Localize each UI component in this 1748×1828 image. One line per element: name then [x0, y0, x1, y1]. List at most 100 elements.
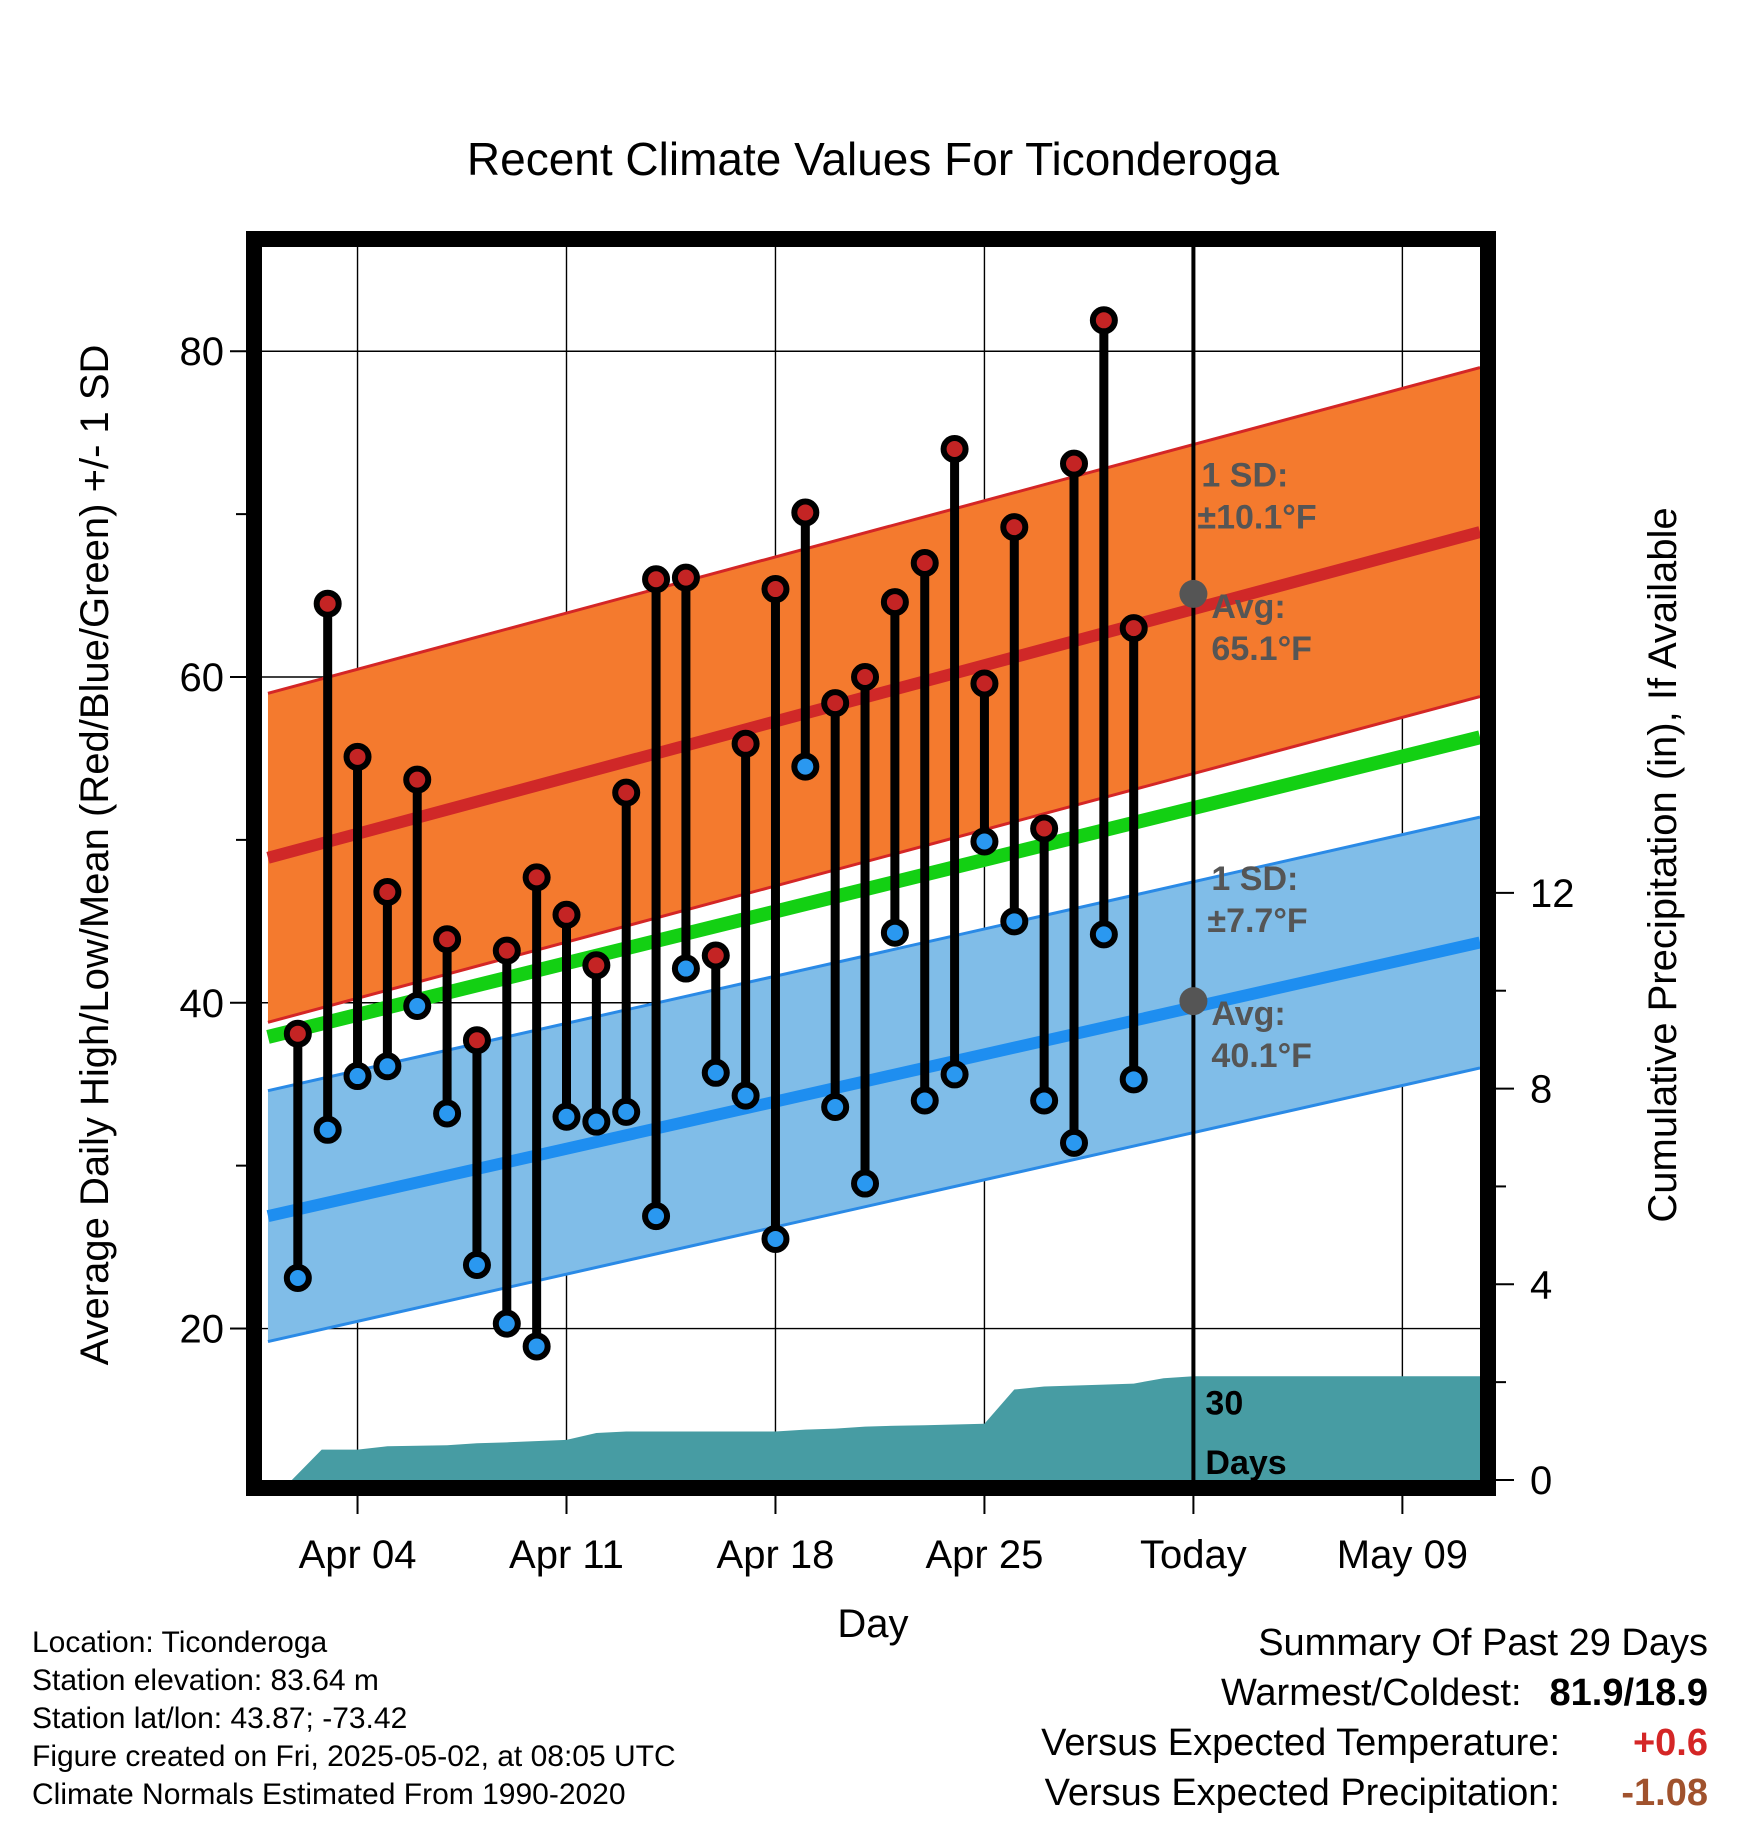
daily-high-point [761, 575, 790, 604]
summary-precipitation: Versus Expected Precipitation: -1.08 [1041, 1768, 1708, 1818]
plot-area: 1 SD: ±10.1°F Avg: 65.1°F 1 SD: ±7.7°F Avg: 40.… [180, 231, 1575, 1577]
precip-label: Versus Expected Precipitation: [1044, 1772, 1560, 1814]
y-tick-label: 40 [180, 982, 225, 1026]
daily-low-point [552, 1102, 581, 1131]
daily-low-point [791, 752, 820, 781]
location-text: Location: Ticonderoga [32, 1626, 328, 1659]
daily-high-point [373, 878, 402, 907]
daily-low-point [492, 1309, 521, 1338]
today-low-average-point [1179, 987, 1208, 1016]
daily-low-point [343, 1062, 372, 1091]
x-tick-label: Apr 11 [509, 1533, 624, 1577]
daily-low-point [642, 1202, 671, 1231]
x-tick-label: Apr 04 [299, 1533, 417, 1577]
chart-title: Recent Climate Values For Ticonderoga [467, 133, 1280, 185]
daily-high-point [970, 669, 999, 698]
high-avg-label: Avg: [1211, 588, 1285, 626]
station-info: Location: Ticonderoga Station elevation:… [32, 1624, 676, 1814]
daily-low-point [1030, 1086, 1059, 1115]
daily-low-point [970, 827, 999, 856]
y-tick-label: 20 [180, 1308, 225, 1352]
warm-cold-label: Warmest/Coldest: [1220, 1672, 1522, 1714]
mean-average-line [266, 730, 1480, 1044]
y-axis-label: Average Daily High/Low/Mean (Red/Blue/Gr… [73, 345, 117, 1366]
temp-label: Versus Expected Temperature: [1041, 1722, 1560, 1764]
x-tick-label: Apr 25 [926, 1533, 1044, 1577]
daily-low-point [731, 1081, 760, 1110]
plot-content [262, 247, 1480, 1480]
daily-high-point [642, 565, 671, 594]
precip-value: -1.08 [1621, 1772, 1708, 1814]
summary-panel: Summary Of Past 29 Days Warmest/Coldest:… [1041, 1618, 1708, 1818]
high-sd-label: 1 SD: [1201, 457, 1288, 495]
daily-high-point [552, 900, 581, 929]
daily-low-point [1089, 920, 1118, 949]
daily-low-point [1060, 1128, 1088, 1157]
daily-high-point [582, 951, 611, 980]
daily-low-point [403, 992, 432, 1021]
y2-tick-label: 0 [1530, 1459, 1552, 1503]
precip-days-value: 30 [1205, 1384, 1243, 1422]
low-avg-label: Avg: [1211, 995, 1285, 1033]
y2-tick-label: 12 [1530, 872, 1575, 916]
daily-low-point [880, 918, 909, 947]
daily-high-point [851, 663, 880, 692]
high-average-line [266, 526, 1480, 864]
daily-low-point [851, 1169, 880, 1198]
daily-low-point [761, 1224, 790, 1253]
daily-low-point [821, 1093, 850, 1122]
created-text: Figure created on Fri, 2025-05-02, at 08… [32, 1740, 676, 1773]
low-average-line [266, 936, 1480, 1222]
precipitation-area [291, 1376, 1480, 1480]
daily-high-point [1089, 306, 1118, 335]
temp-value: +0.6 [1632, 1722, 1708, 1764]
y2-axis-label: Cumulative Precipitation (in), If Availa… [1641, 507, 1685, 1222]
low-avg-value: 40.1°F [1211, 1037, 1312, 1075]
daily-low-point [433, 1099, 462, 1128]
low-band-lower-edge [267, 1066, 1480, 1344]
x-axis-label: Day [837, 1602, 908, 1646]
daily-high-point [433, 925, 462, 954]
daily-low-point [910, 1086, 939, 1115]
daily-high-point [1060, 449, 1088, 478]
daily-high-point [940, 434, 969, 463]
daily-high-point [343, 742, 372, 771]
daily-high-point [1000, 513, 1029, 542]
high-sd-value: ±10.1°F [1197, 499, 1316, 537]
daily-low-point [1119, 1065, 1148, 1094]
daily-low-point [940, 1060, 969, 1089]
daily-high-point [701, 941, 730, 970]
low-sd-label: 1 SD: [1211, 860, 1298, 898]
daily-low-point [671, 954, 700, 983]
daily-high-point [910, 548, 939, 577]
summary-warm-cold: Warmest/Coldest: 81.9/18.9 [1041, 1668, 1708, 1718]
normals-text: Climate Normals Estimated From 1990-2020 [32, 1778, 626, 1811]
daily-low-point [1000, 907, 1029, 936]
y2-tick-label: 4 [1530, 1263, 1552, 1307]
x-tick-label: Apr 18 [717, 1533, 835, 1577]
daily-high-point [1030, 814, 1059, 843]
daily-high-point [462, 1026, 491, 1055]
elevation-text: Station elevation: 83.64 m [32, 1664, 379, 1697]
daily-high-point [283, 1019, 312, 1048]
precip-days-unit: Days [1205, 1444, 1286, 1482]
daily-low-point [582, 1107, 611, 1136]
high-avg-value: 65.1°F [1211, 630, 1312, 668]
daily-high-point [1119, 614, 1148, 643]
daily-high-point [522, 863, 551, 892]
x-tick-label: May 09 [1337, 1533, 1468, 1577]
daily-low-point [701, 1058, 730, 1087]
y2-tick-label: 8 [1530, 1068, 1552, 1112]
daily-low-point [283, 1264, 312, 1293]
daily-high-point [880, 588, 909, 617]
daily-high-point [612, 778, 641, 807]
plot-frame [246, 231, 1496, 1496]
summary-temperature: Versus Expected Temperature: +0.6 [1041, 1718, 1708, 1768]
today-high-average-point [1179, 579, 1208, 608]
low-sd-value: ±7.7°F [1207, 902, 1307, 940]
daily-low-point [522, 1332, 551, 1361]
x-tick-label: Today [1140, 1533, 1247, 1577]
daily-high-point [403, 765, 432, 794]
daily-high-point [671, 563, 700, 592]
